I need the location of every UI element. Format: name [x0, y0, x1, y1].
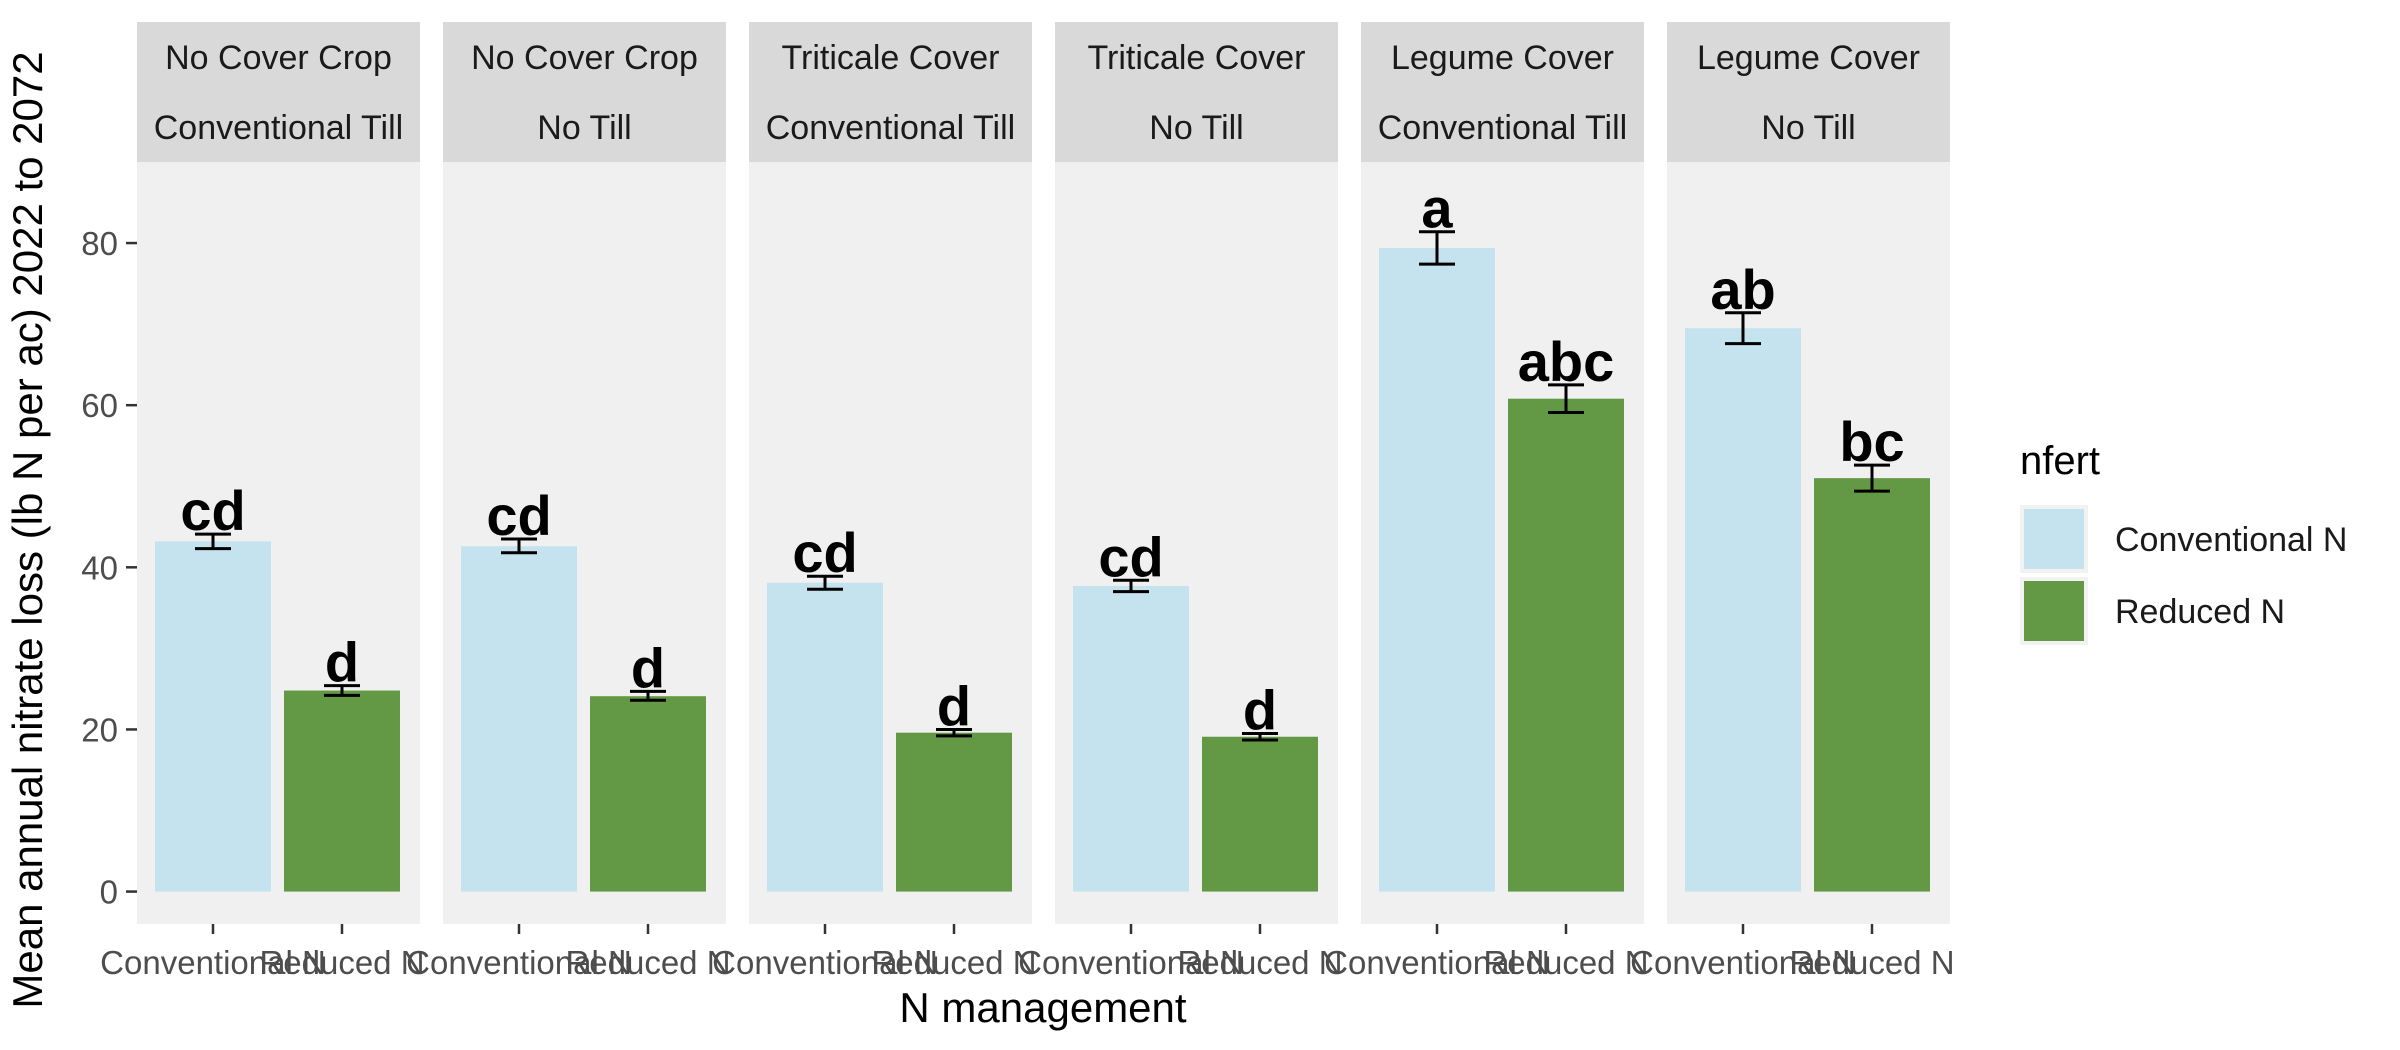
y-tick-label: 40 [81, 549, 118, 586]
bar-reduced-n [284, 690, 400, 892]
significance-letter: abc [1518, 330, 1615, 393]
bar-conventional-n [767, 582, 883, 892]
x-tick-label: Reduced N [1789, 944, 1954, 981]
x-tick-label: Conventional N [406, 944, 632, 981]
facet-strip-bottom-label: Conventional Till [1378, 109, 1627, 147]
x-tick-label: Reduced N [565, 944, 730, 981]
facet-strip-bottom [137, 92, 420, 162]
y-axis-title: Mean annual nitrate loss (lb N per ac) 2… [4, 51, 51, 1008]
panels-layer: No Cover Crop Conventional Till cd Conventi… [100, 22, 1955, 981]
facet-strip-bottom-label: Conventional Till [766, 109, 1015, 147]
x-tick-label: Conventional N [1324, 944, 1550, 981]
y-axis: 0 20 40 60 80 [81, 225, 137, 911]
x-tick-label: Conventional N [712, 944, 938, 981]
significance-letter: d [631, 636, 665, 699]
significance-letter: d [325, 631, 359, 694]
facet-strip-bottom [1361, 92, 1644, 162]
legend-key-reduced-n [2024, 581, 2084, 641]
facet-strip-bottom-label: No Till [1149, 109, 1243, 147]
facet-panel: Triticale Cover No Till cd Conventional N d R… [1018, 22, 1343, 981]
bar-conventional-n [461, 546, 577, 892]
significance-letter: cd [180, 479, 245, 542]
facet-strip-bottom-label: No Till [537, 109, 631, 147]
legend-title: nfert [2020, 439, 2100, 483]
y-tick-label: 20 [81, 711, 118, 748]
significance-letter: a [1421, 177, 1453, 240]
bar-reduced-n [896, 732, 1012, 892]
facet-strip-top [1055, 22, 1338, 92]
bar-reduced-n [1508, 398, 1624, 892]
facet-panel: No Cover Crop Conventional Till cd Conventi… [100, 22, 425, 981]
x-tick-label: Conventional N [100, 944, 326, 981]
x-tick-label: Reduced N [1177, 944, 1342, 981]
facet-strip-top [443, 22, 726, 92]
significance-letter: ab [1710, 258, 1775, 321]
facet-strip-top-label: Legume Cover [1697, 39, 1920, 77]
y-tick-label: 60 [81, 387, 118, 424]
facet-panel: Legume Cover No Till ab Conventional N bc Red… [1630, 22, 1955, 981]
significance-letter: cd [792, 521, 857, 584]
significance-letter: d [937, 674, 971, 737]
facet-strip-top-label: Legume Cover [1391, 39, 1614, 77]
facet-strip-top [1667, 22, 1950, 92]
x-tick-label: Reduced N [259, 944, 424, 981]
legend: nfert Conventional N Reduced N [2020, 439, 2347, 645]
facet-strip-bottom-label: Conventional Till [154, 109, 403, 147]
facet-strip-top [1361, 22, 1644, 92]
legend-key-conventional-n [2024, 509, 2084, 569]
bar-reduced-n [590, 696, 706, 892]
x-tick-label: Reduced N [1483, 944, 1648, 981]
facet-panel: Triticale Cover Conventional Till cd Conven… [712, 22, 1037, 981]
facet-strip-top [137, 22, 420, 92]
bar-conventional-n [155, 541, 271, 892]
facet-strip-bottom [1667, 92, 1950, 162]
significance-letter: bc [1839, 410, 1904, 473]
facet-strip-bottom [1055, 92, 1338, 162]
facet-strip-top-label: No Cover Crop [165, 39, 392, 77]
facet-strip-top-label: Triticale Cover [782, 39, 1000, 77]
facet-panel: Legume Cover Conventional Till a Convention… [1324, 22, 1649, 981]
y-tick-label: 80 [81, 225, 118, 262]
facet-strip-top-label: No Cover Crop [471, 39, 698, 77]
facet-strip-bottom-label: No Till [1761, 109, 1855, 147]
legend-entry-label: Conventional N [2115, 521, 2347, 559]
significance-letter: cd [486, 484, 551, 547]
facet-strip-top-label: Triticale Cover [1088, 39, 1306, 77]
legend-entry-label: Reduced N [2115, 593, 2285, 631]
bar-conventional-n [1379, 247, 1495, 892]
x-tick-label: Conventional N [1630, 944, 1856, 981]
x-axis-title: N management [899, 984, 1186, 1031]
x-tick-label: Conventional N [1018, 944, 1244, 981]
bar-reduced-n [1814, 478, 1930, 892]
bar-conventional-n [1685, 328, 1801, 892]
significance-letter: cd [1098, 525, 1163, 588]
y-tick-label: 0 [100, 874, 118, 911]
facet-panel: No Cover Crop No Till cd Conventional N d Red… [406, 22, 731, 981]
x-tick-label: Reduced N [871, 944, 1036, 981]
facet-strip-top [749, 22, 1032, 92]
bar-conventional-n [1073, 585, 1189, 892]
facet-strip-bottom [749, 92, 1032, 162]
facet-strip-bottom [443, 92, 726, 162]
significance-letter: d [1243, 679, 1277, 742]
bar-reduced-n [1202, 736, 1318, 892]
